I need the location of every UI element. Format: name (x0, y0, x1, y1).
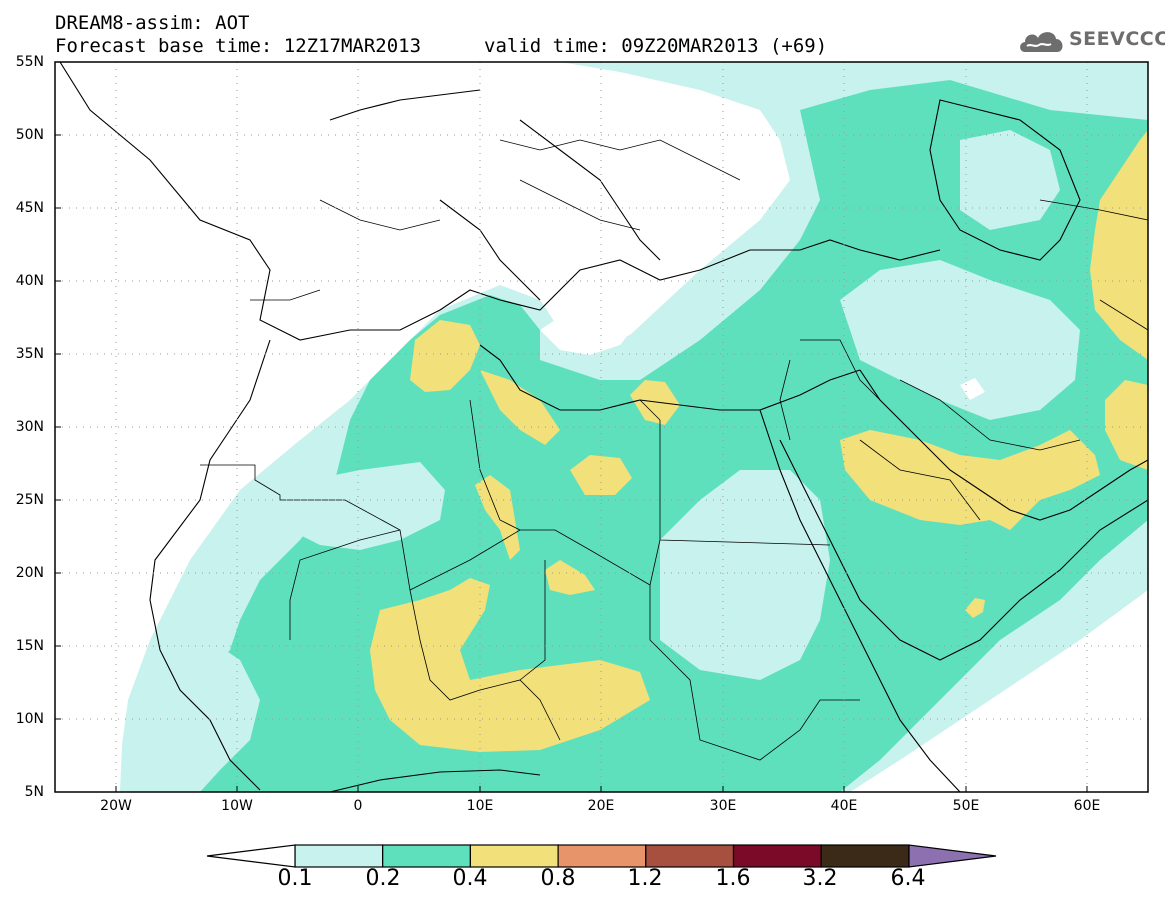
aot-region-0.4-sahel (370, 578, 650, 752)
colorbar-label-0.1: 0.1 (277, 866, 313, 891)
lon-label-40e: 40E (830, 798, 858, 814)
cloud-icon (1020, 32, 1063, 52)
lat-label-35n: 35N (15, 346, 44, 362)
lon-label-10e: 10E (466, 798, 494, 814)
lon-label-30e: 30E (709, 798, 737, 814)
aot-region-0.4-egypt-coast (630, 380, 680, 425)
aot-region-0.4-yemen (965, 598, 985, 618)
coastlines (59, 62, 1148, 792)
lat-label-15n: 15N (15, 638, 44, 654)
axis-ticks (55, 61, 1088, 792)
colorbar-label-0.4: 0.4 (452, 866, 488, 891)
lat-label-20n: 20N (15, 565, 44, 581)
colorbar-label-3.2: 3.2 (802, 866, 838, 891)
aot-contours (55, 62, 1148, 792)
aot-region-0.1-sahara (280, 462, 445, 550)
lon-label-0: 0 (353, 798, 363, 814)
valid-time: valid time: 09Z20MAR2013 (+69) (484, 35, 828, 57)
aot-region-0.1-caspian (960, 130, 1060, 230)
aot-region-0.1-westafrica (120, 640, 260, 792)
lat-label-40n: 40N (15, 273, 44, 289)
lat-label-55n: 55N (15, 54, 44, 70)
lat-label-30n: 30N (15, 419, 44, 435)
political-borders (200, 139, 1148, 761)
logo-text: SEEVCCC (1069, 28, 1165, 50)
aot-region-0.4-algeria (475, 475, 520, 560)
aot-region-0.4-tunisia (410, 320, 480, 392)
aot-region-clear-balkans (540, 300, 640, 355)
colorbar-label-1.6: 1.6 (715, 866, 751, 891)
lat-label-10n: 10N (15, 711, 44, 727)
lat-label-5n: 5N (24, 784, 44, 800)
forecast-base-time: Forecast base time: 12Z17MAR2013 (55, 35, 422, 57)
aot-region-0.4-libya-coast (480, 370, 560, 445)
lon-label-10w: 10W (221, 798, 253, 814)
colorbar-label-0.2: 0.2 (365, 866, 401, 891)
lat-label-25n: 25N (15, 492, 44, 508)
colorbar-label-0.8: 0.8 (540, 866, 576, 891)
aot-region-0.4-pakistan (1105, 380, 1148, 470)
lon-label-60e: 60E (1073, 798, 1101, 814)
aot-region-0.1-egypt (660, 470, 830, 680)
aot-region-0.4-niger (545, 560, 595, 595)
gridlines (55, 62, 1148, 792)
aot-region-clear-persia (960, 378, 985, 400)
lat-label-45n: 45N (15, 200, 44, 216)
seevccc-logo: SEEVCCC (1017, 24, 1165, 58)
lon-label-20w: 20W (100, 798, 132, 814)
colorbar-label-6.4: 6.4 (890, 866, 926, 891)
lon-label-50e: 50E (952, 798, 980, 814)
lon-label-20e: 20E (587, 798, 615, 814)
aot-map (54, 61, 1149, 793)
chart-title: DREAM8-assim: AOT (55, 12, 250, 34)
colorbar-label-1.2: 1.2 (627, 866, 663, 891)
lat-label-50n: 50N (15, 127, 44, 143)
aot-region-0.4-arabia (840, 430, 1100, 530)
